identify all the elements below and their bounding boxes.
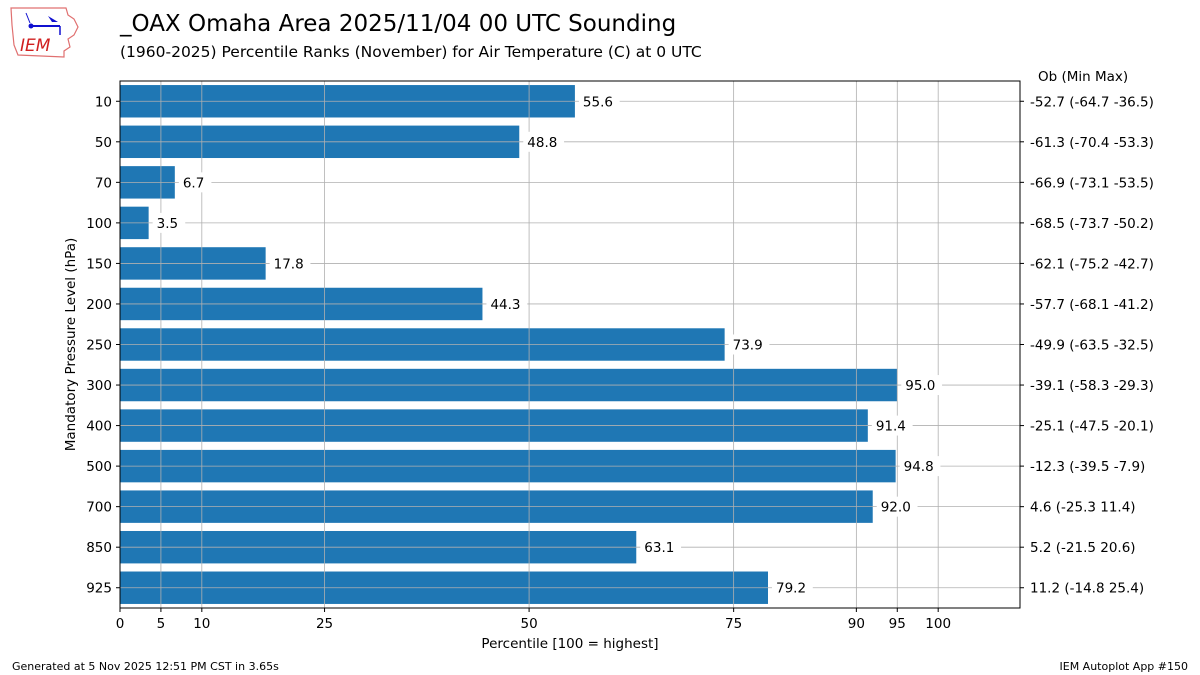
y-tick-label: 200 [86, 297, 112, 313]
y-tick-label: 100 [86, 216, 112, 232]
right-label: -25.1 (-47.5 -20.1) [1030, 419, 1154, 435]
y-tick-label: 700 [86, 500, 112, 516]
y-tick-label: 850 [86, 540, 112, 556]
chart-subtitle: (1960-2025) Percentile Ranks (November) … [120, 43, 702, 61]
value-label-bg [486, 293, 528, 314]
y-axis-label: Mandatory Pressure Level (hPa) [63, 238, 79, 451]
right-header: Ob (Min Max) [1038, 69, 1128, 85]
value-label: 55.6 [583, 94, 613, 110]
right-label: -57.7 (-68.1 -41.2) [1030, 297, 1154, 313]
value-label-bg [269, 253, 311, 274]
value-label: 48.8 [527, 135, 557, 151]
value-label-bg [640, 537, 682, 558]
y-tick-label: 500 [86, 459, 112, 475]
y-tick-label: 150 [86, 256, 112, 272]
y-tick-label: 10 [95, 94, 112, 110]
y-tick-label: 250 [86, 338, 112, 354]
x-tick-label: 25 [316, 616, 333, 632]
value-label-bg [871, 415, 913, 436]
value-label-bg [178, 172, 212, 193]
x-tick-label: 100 [925, 616, 951, 632]
y-tick-label: 400 [86, 419, 112, 435]
value-label: 17.8 [274, 256, 304, 272]
right-label: -52.7 (-64.7 -36.5) [1030, 94, 1154, 110]
value-label-bg [578, 91, 620, 112]
x-tick-label: 50 [520, 616, 537, 632]
x-tick-label: 95 [889, 616, 906, 632]
value-label-bg [899, 456, 941, 477]
iem-logo: IEM [10, 7, 79, 58]
value-label-bg [728, 334, 770, 355]
value-label: 95.0 [905, 378, 935, 394]
right-label: -68.5 (-73.7 -50.2) [1030, 216, 1154, 232]
right-label: -12.3 (-39.5 -7.9) [1030, 459, 1145, 475]
chart-title: _OAX Omaha Area 2025/11/04 00 UTC Soundi… [120, 11, 677, 37]
value-label-bg [901, 375, 943, 396]
value-label: 94.8 [904, 459, 934, 475]
x-axis-label: Percentile [100 = highest] [481, 636, 658, 652]
x-tick-label: 0 [116, 616, 125, 632]
x-tick-label: 75 [725, 616, 742, 632]
right-label: 4.6 (-25.3 11.4) [1030, 500, 1136, 516]
value-label-bg [523, 131, 565, 152]
value-label: 92.0 [881, 500, 911, 516]
value-label: 63.1 [644, 540, 674, 556]
y-tick-label: 925 [86, 581, 112, 597]
right-label: -66.9 (-73.1 -53.5) [1030, 175, 1154, 191]
value-label: 91.4 [876, 419, 906, 435]
right-label: -61.3 (-70.4 -53.3) [1030, 135, 1154, 151]
x-tick-label: 5 [157, 616, 166, 632]
value-label: 3.5 [157, 216, 178, 232]
value-label-bg [772, 577, 813, 598]
right-label: -49.9 (-63.5 -32.5) [1030, 338, 1154, 354]
value-label: 44.3 [490, 297, 520, 313]
right-label: -39.1 (-58.3 -29.3) [1030, 378, 1154, 394]
right-label: 5.2 (-21.5 20.6) [1030, 540, 1136, 556]
x-tick-label: 90 [848, 616, 865, 632]
right-label: -62.1 (-75.2 -42.7) [1030, 256, 1154, 272]
value-label-bg [152, 212, 186, 233]
value-label-bg [876, 496, 918, 517]
footer-generated: Generated at 5 Nov 2025 12:51 PM CST in … [12, 660, 279, 673]
value-label: 79.2 [776, 581, 806, 597]
y-tick-label: 300 [86, 378, 112, 394]
y-tick-label: 70 [95, 175, 112, 191]
right-label: 11.2 (-14.8 25.4) [1030, 581, 1144, 597]
x-tick-label: 10 [193, 616, 210, 632]
footer-app: IEM Autoplot App #150 [1059, 660, 1189, 673]
y-tick-label: 50 [95, 135, 112, 151]
value-label: 6.7 [183, 175, 204, 191]
svg-text:IEM: IEM [20, 36, 51, 56]
value-label: 73.9 [733, 338, 763, 354]
